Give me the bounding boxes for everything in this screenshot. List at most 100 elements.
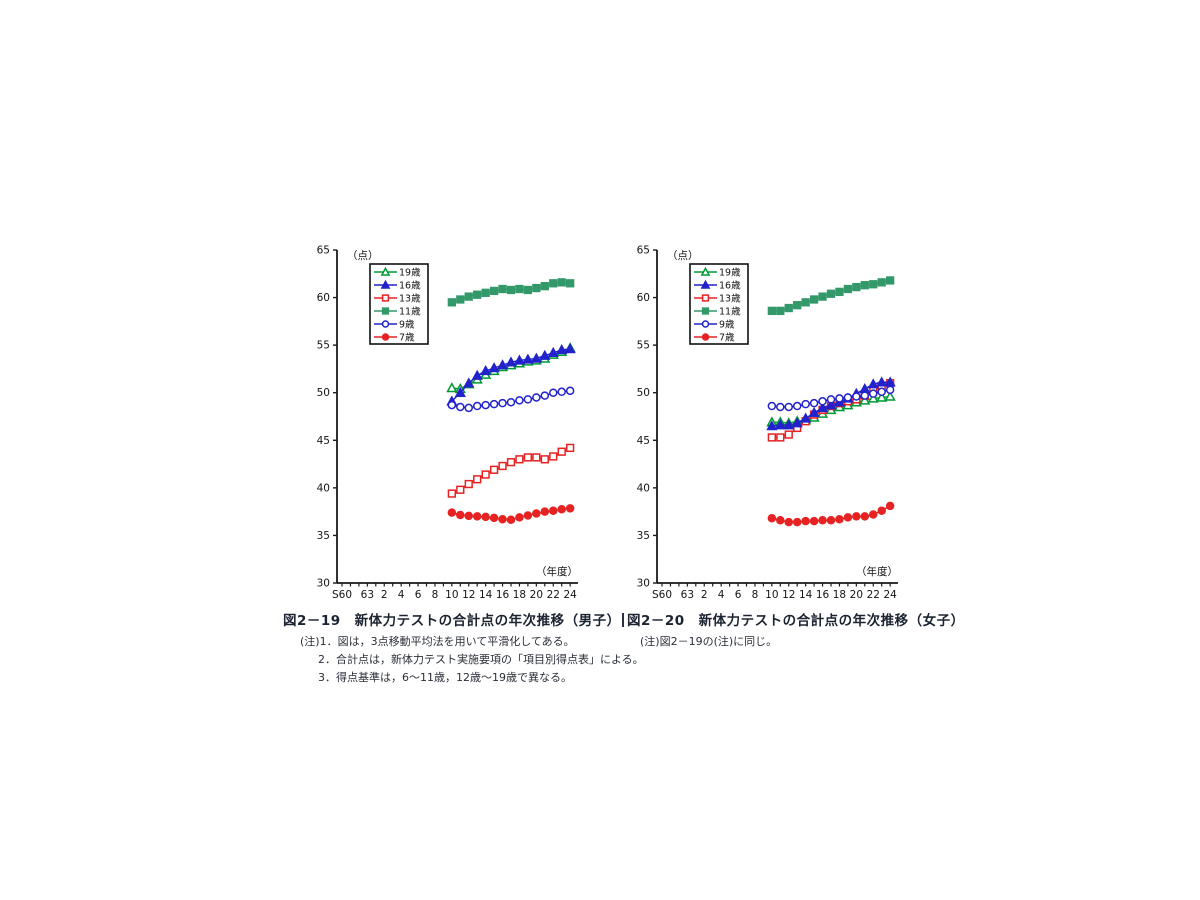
legend-item-19歳: 19歳 xyxy=(374,266,421,278)
y-tick-label: 50 xyxy=(637,387,650,399)
caption-bar-mark xyxy=(622,613,624,627)
figure-boys: 30 35 40 45 50 55 60 65 S60 63 2 4 6 8 10 12 14 16 18 20 22 2… xyxy=(280,238,644,687)
x-tick-label: S60 xyxy=(652,589,672,601)
series-7歳 xyxy=(767,501,895,527)
y-tick-label: 30 xyxy=(637,578,650,590)
x-tick-label: S60 xyxy=(332,589,352,601)
figure-note-line: (注)図2－19の(注)に同じ。 xyxy=(640,635,778,648)
x-tick-label: 16 xyxy=(816,589,830,601)
y-tick-label: 30 xyxy=(317,578,330,590)
x-unit-label: （年度） xyxy=(536,565,578,578)
x-tick-label: 63 xyxy=(361,589,374,601)
legend-label: 7歳 xyxy=(719,331,735,343)
legend-item-9歳: 9歳 xyxy=(374,318,415,330)
legend-item-11歳: 11歳 xyxy=(694,305,741,317)
y-axis-ticks: 30 35 40 45 50 55 60 65 xyxy=(317,245,337,590)
figure-note-line: 2．合計点は，新体力テスト実施要項の「項目別得点表」による。 xyxy=(318,653,644,666)
x-tick-label: 24 xyxy=(563,589,577,601)
legend-label: 13歳 xyxy=(399,292,421,304)
figure-notes-girls: (注)図2－19の(注)に同じ。 xyxy=(600,633,930,651)
y-tick-label: 35 xyxy=(317,530,330,542)
x-tick-label: 4 xyxy=(398,589,405,601)
y-axis-ticks: 30 35 40 45 50 55 60 65 xyxy=(637,245,657,590)
x-tick-label: 8 xyxy=(752,589,759,601)
axes xyxy=(336,250,578,584)
x-tick-label: 4 xyxy=(718,589,725,601)
y-unit-label: （点） xyxy=(667,250,699,262)
legend-item-7歳: 7歳 xyxy=(694,331,735,343)
legend-label: 16歳 xyxy=(399,279,421,291)
x-tick-label: 14 xyxy=(479,589,493,601)
series-11歳 xyxy=(447,278,575,307)
x-tick-label: 6 xyxy=(735,589,742,601)
legend-item-13歳: 13歳 xyxy=(694,292,741,304)
legend-label: 19歳 xyxy=(399,266,421,278)
figure-caption-boys: 図2－19 新体力テストの合計点の年次推移（男子） (注)1．図は，3点移動平均… xyxy=(280,612,644,687)
y-tick-label: 35 xyxy=(637,530,650,542)
legend-item-9歳: 9歳 xyxy=(694,318,735,330)
legend-label: 11歳 xyxy=(399,305,421,317)
x-tick-label: 2 xyxy=(701,589,708,601)
x-tick-label: 20 xyxy=(850,589,863,601)
series-9歳 xyxy=(447,386,575,413)
series-9歳 xyxy=(767,385,895,412)
x-tick-label: 14 xyxy=(799,589,813,601)
legend-label: 16歳 xyxy=(719,279,741,291)
x-tick-label: 12 xyxy=(462,589,475,601)
figure-notes-boys: (注)1．図は，3点移動平均法を用いて平滑化してある。 2．合計点は，新体力テス… xyxy=(280,633,644,687)
figure-note-line: 3．得点基準は，6～11歳，12歳～19歳で異なる。 xyxy=(318,671,572,684)
legend-label: 11歳 xyxy=(719,305,741,317)
y-tick-label: 55 xyxy=(317,340,330,352)
legend-item-16歳: 16歳 xyxy=(374,279,421,291)
y-unit-label: （点） xyxy=(347,250,379,262)
y-tick-label: 40 xyxy=(317,482,330,494)
figure-caption-girls: 図2－20 新体力テストの合計点の年次推移（女子） (注)図2－19の(注)に同… xyxy=(600,612,964,651)
x-axis-ticks: S60 63 2 4 6 8 10 12 14 16 18 20 22 24 xyxy=(652,583,897,601)
figure-title-girls-text: 図2－20 新体力テストの合計点の年次推移（女子） xyxy=(627,613,965,629)
x-tick-label: 12 xyxy=(782,589,795,601)
legend-label: 13歳 xyxy=(719,292,741,304)
x-tick-label: 20 xyxy=(530,589,543,601)
y-tick-label: 55 xyxy=(637,340,650,352)
series-11歳 xyxy=(767,276,895,316)
series-13歳 xyxy=(447,443,575,498)
x-tick-label: 16 xyxy=(496,589,510,601)
x-tick-label: 18 xyxy=(513,589,526,601)
x-axis-ticks: S60 63 2 4 6 8 10 12 14 16 18 20 22 24 xyxy=(332,583,577,601)
y-tick-label: 65 xyxy=(317,245,330,257)
x-tick-label: 6 xyxy=(415,589,422,601)
figure-girls: 30 35 40 45 50 55 60 65 S60 63 2 4 6 8 10 12 14 16 18 20 22 2… xyxy=(600,238,964,651)
y-tick-label: 40 xyxy=(637,482,650,494)
figure-title-girls: 図2－20 新体力テストの合計点の年次推移（女子） xyxy=(622,612,964,630)
x-tick-label: 24 xyxy=(883,589,897,601)
legend-label: 9歳 xyxy=(719,318,735,330)
y-tick-label: 60 xyxy=(317,292,330,304)
axes xyxy=(656,250,898,584)
x-tick-label: 63 xyxy=(681,589,694,601)
figure-note-line: (注)1．図は，3点移動平均法を用いて平滑化してある。 xyxy=(300,635,575,648)
legend-label: 9歳 xyxy=(399,318,415,330)
legend-item-19歳: 19歳 xyxy=(694,266,741,278)
x-tick-label: 18 xyxy=(833,589,846,601)
y-tick-label: 65 xyxy=(637,245,650,257)
series-7歳 xyxy=(447,504,575,524)
y-tick-label: 50 xyxy=(317,387,330,399)
x-tick-label: 8 xyxy=(432,589,439,601)
x-tick-label: 2 xyxy=(381,589,388,601)
x-tick-label: 10 xyxy=(765,589,778,601)
y-tick-label: 45 xyxy=(637,435,650,447)
x-tick-label: 22 xyxy=(547,589,560,601)
legend-item-13歳: 13歳 xyxy=(374,292,421,304)
x-tick-label: 10 xyxy=(445,589,458,601)
legend-item-7歳: 7歳 xyxy=(374,331,415,343)
y-tick-label: 45 xyxy=(317,435,330,447)
legend-label: 7歳 xyxy=(399,331,415,343)
x-tick-label: 22 xyxy=(867,589,880,601)
y-tick-label: 60 xyxy=(637,292,650,304)
figure-title-boys: 図2－19 新体力テストの合計点の年次推移（男子） xyxy=(283,613,621,629)
